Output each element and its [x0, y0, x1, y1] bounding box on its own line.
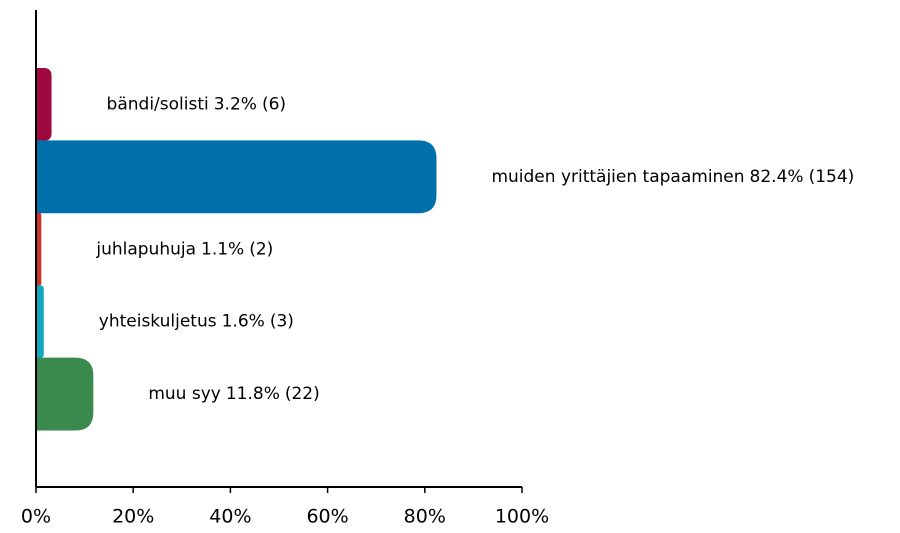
- data-label: juhlapuhuja 1.1% (2): [95, 239, 273, 259]
- x-tick-label: 100%: [495, 506, 549, 528]
- value-label: 11.8%: [226, 384, 280, 404]
- category-name: bändi/solisti: [107, 94, 209, 114]
- bar: [36, 212, 42, 286]
- category-name: juhlapuhuja: [95, 239, 196, 259]
- x-tick-label: 80%: [404, 506, 446, 528]
- bar: [36, 68, 52, 141]
- data-label: yhteiskuljetus 1.6% (3): [99, 312, 294, 332]
- x-tick-label: 60%: [306, 506, 348, 528]
- value-label: 1.1%: [201, 239, 244, 259]
- x-tick-label: 40%: [209, 506, 251, 528]
- x-tick-label: 0%: [21, 506, 51, 528]
- bar: [36, 140, 437, 214]
- data-label: muu syy 11.8% (22): [148, 384, 319, 404]
- data-label: bändi/solisti 3.2% (6): [107, 94, 286, 114]
- x-tick-label: 20%: [112, 506, 154, 528]
- value-label: 1.6%: [222, 312, 265, 332]
- bar: [36, 357, 94, 431]
- count-label: (22): [285, 384, 320, 404]
- value-label: 82.4%: [750, 167, 804, 187]
- count-label: (154): [809, 167, 855, 187]
- category-name: yhteiskuljetus: [99, 312, 217, 332]
- count-label: (2): [249, 239, 273, 259]
- value-label: 3.2%: [214, 94, 257, 114]
- count-label: (6): [262, 94, 286, 114]
- data-label: muiden yrittäjien tapaaminen 82.4% (154): [491, 167, 854, 187]
- count-label: (3): [270, 312, 294, 332]
- category-name: muiden yrittäjien tapaaminen: [491, 167, 744, 187]
- bar: [36, 285, 44, 359]
- category-name: muu syy: [148, 384, 221, 404]
